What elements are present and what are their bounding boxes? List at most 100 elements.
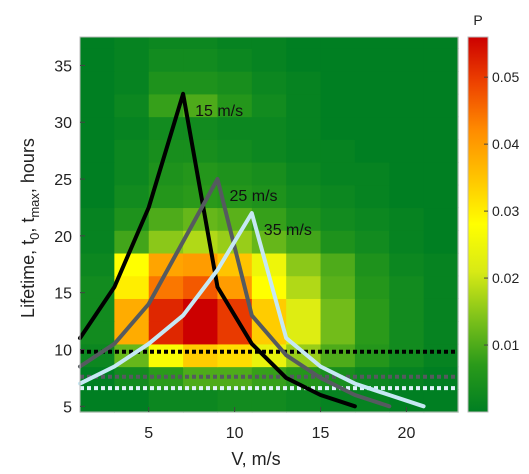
heatmap-cell <box>148 298 184 322</box>
heatmap-cell <box>320 343 356 368</box>
heatmap-cell <box>286 93 322 118</box>
heatmap-cell <box>80 71 115 95</box>
heatmap-cell <box>389 37 425 49</box>
heatmap-cell <box>183 389 219 413</box>
heatmap-cell <box>354 48 390 72</box>
x-axis-ticks: 5 10 15 20 <box>144 407 415 442</box>
heatmap-cell <box>354 139 390 163</box>
heatmap-cell <box>423 321 459 345</box>
colorbar-tick-label: 0.05 <box>492 69 519 85</box>
heatmap-cell <box>389 116 425 140</box>
heatmap-cell <box>148 184 184 209</box>
heatmap-cell <box>354 252 390 277</box>
heatmap-cell <box>251 139 287 163</box>
heatmap-cell <box>320 275 356 299</box>
heatmap-cell <box>251 48 287 72</box>
heatmap-cell <box>286 162 322 186</box>
heatmap-cell <box>389 275 425 299</box>
heatmap-cell <box>423 93 459 118</box>
heatmap-cell <box>80 184 115 209</box>
heatmap-cell <box>183 71 219 95</box>
heatmap-cell <box>354 162 390 186</box>
heatmap-cell <box>80 252 115 277</box>
x-axis-label: V, m/s <box>231 449 280 469</box>
heatmap-cell <box>354 207 390 231</box>
heatmap-cell <box>286 230 322 254</box>
heatmap-cell <box>251 116 287 140</box>
heatmap-cell <box>320 71 356 95</box>
heatmap-cell <box>389 207 425 231</box>
heatmap-cell <box>320 252 356 277</box>
heatmap-cell <box>114 139 150 163</box>
y-tick-label: 10 <box>54 343 72 360</box>
heatmap-cell <box>148 275 184 299</box>
y-tick-label: 15 <box>54 286 72 303</box>
heatmap-cell <box>389 48 425 72</box>
heatmap-cell <box>320 93 356 118</box>
heatmap-cell <box>183 93 219 118</box>
heatmap-cell <box>183 48 219 72</box>
heatmap-cell <box>183 37 219 49</box>
heatmap-cell <box>389 343 425 368</box>
heatmap-cell <box>423 207 459 231</box>
heatmap-cell <box>183 162 219 186</box>
heatmap-cell <box>217 184 253 209</box>
heatmap-cell <box>354 343 390 368</box>
series-label: 35 m/s <box>264 222 312 239</box>
heatmap-cell <box>217 162 253 186</box>
heatmap-cell <box>217 116 253 140</box>
heatmap-cell <box>286 298 322 322</box>
heatmap-cell <box>286 116 322 140</box>
colorbar-tick-label: 0.04 <box>492 136 519 152</box>
heatmap-cell <box>183 343 219 368</box>
heatmap-cell <box>217 139 253 163</box>
y-axis-label-sub-0: 0 <box>27 233 42 240</box>
heatmap-cell <box>423 37 459 49</box>
heatmap-cell <box>286 184 322 209</box>
x-tick-label: 5 <box>144 425 153 442</box>
heatmap-cell <box>114 321 150 345</box>
heatmap-cell <box>354 275 390 299</box>
heatmap-cell <box>217 389 253 413</box>
heatmap-cell <box>320 162 356 186</box>
heatmap-cell <box>80 275 115 299</box>
heatmap-cell <box>148 343 184 368</box>
heatmap-cell <box>423 366 459 390</box>
heatmap-cell <box>286 139 322 163</box>
heatmap-cell <box>251 207 287 231</box>
heatmap-cell <box>389 230 425 254</box>
heatmap-cell <box>148 37 184 49</box>
heatmap-cell <box>80 230 115 254</box>
heatmap-cell <box>286 37 322 49</box>
heatmap-cell <box>251 389 287 413</box>
heatmap-cell <box>423 162 459 186</box>
heatmap-cell <box>251 37 287 49</box>
heatmap-cell <box>423 275 459 299</box>
heatmap-cell <box>389 366 425 390</box>
y-tick-label: 35 <box>54 58 72 75</box>
heatmap-cell <box>80 162 115 186</box>
heatmap-cell <box>80 48 115 72</box>
heatmap-cell <box>286 275 322 299</box>
heatmap-cell <box>80 116 115 140</box>
heatmap-cell <box>183 252 219 277</box>
heatmap-cell <box>423 252 459 277</box>
heatmap-cell <box>217 343 253 368</box>
heatmap-cell <box>148 71 184 95</box>
colorbar-title: P <box>473 12 482 28</box>
heatmap-cell <box>80 207 115 231</box>
heatmap-cell <box>148 93 184 118</box>
heatmap-cell <box>354 366 390 390</box>
heatmap-cell <box>183 321 219 345</box>
y-axis-label-mid: , t <box>18 218 38 233</box>
heatmap-cell <box>217 48 253 72</box>
heatmap-cell <box>320 116 356 140</box>
y-axis-label: Lifetime, t0, tmax, hours <box>18 138 42 318</box>
heatmap-cell <box>423 298 459 322</box>
heatmap-cell <box>251 184 287 209</box>
heatmap-cell <box>354 184 390 209</box>
series-curves <box>78 91 426 409</box>
heatmap-cell <box>320 37 356 49</box>
heatmap-cell <box>114 275 150 299</box>
heatmap-cell <box>148 207 184 231</box>
